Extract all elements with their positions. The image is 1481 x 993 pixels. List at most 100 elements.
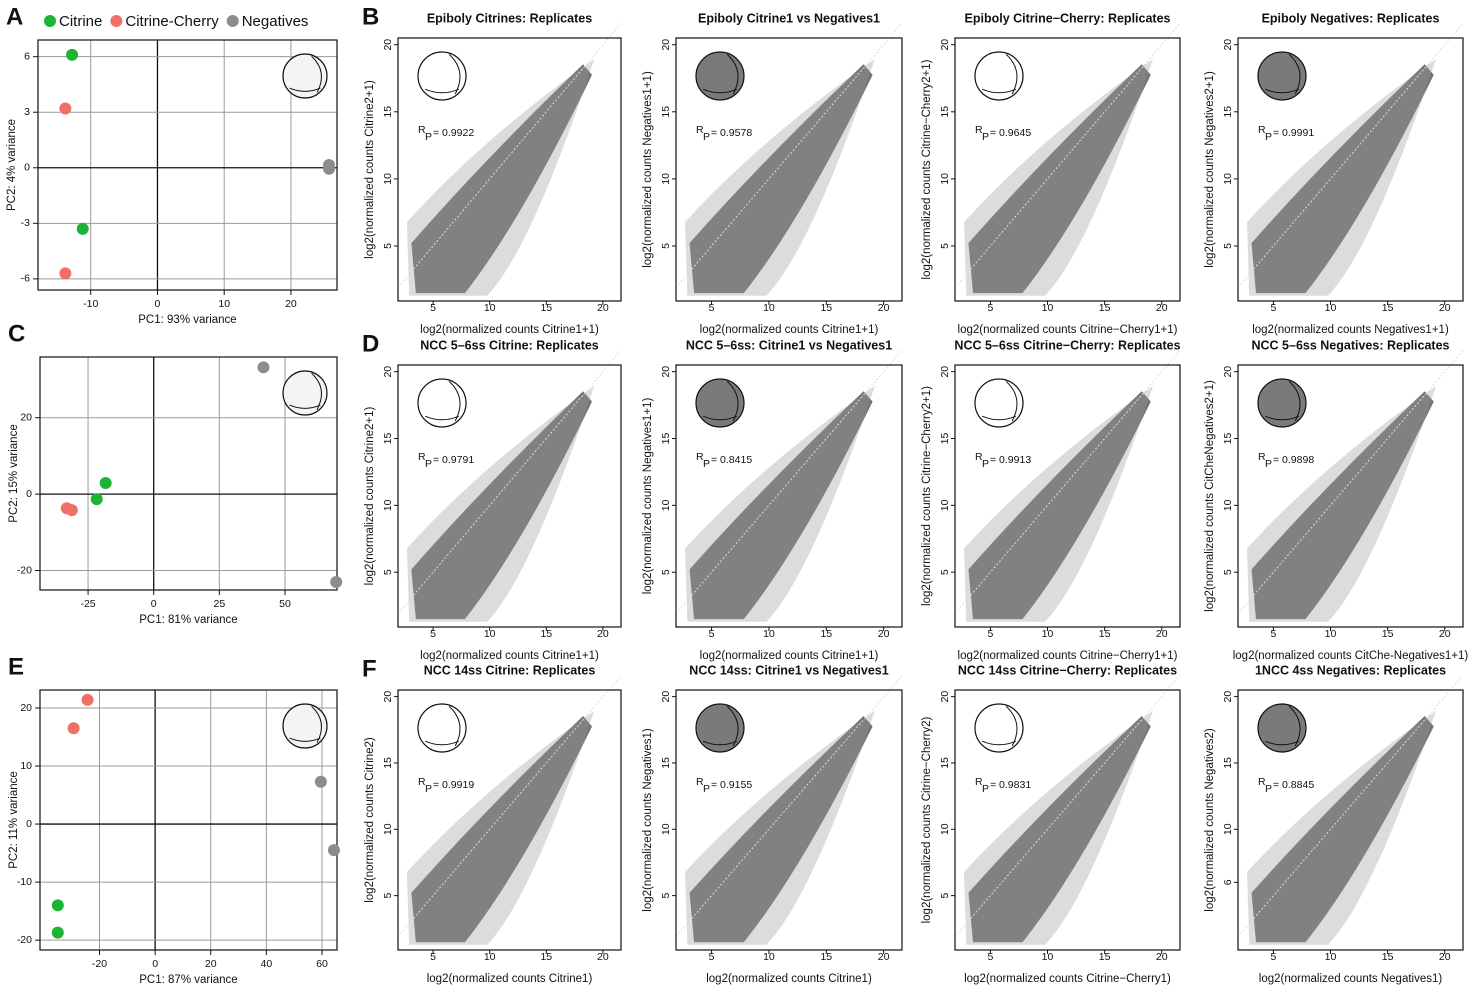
r-subscript: P (982, 458, 989, 470)
x-tick-label: 15 (540, 628, 552, 640)
embryo-detail (1288, 381, 1301, 422)
x-tick-label: 0 (151, 598, 157, 610)
x-tick-label: 20 (1156, 628, 1168, 640)
x-tick-label: 20 (285, 298, 297, 310)
x-tick-label: 15 (1099, 628, 1111, 640)
embryo-icon (695, 703, 745, 753)
y-axis-label: log2(normalized counts Negatives1+1) (642, 71, 654, 268)
y-tick-label: 5 (382, 243, 394, 249)
embryo-icon (974, 703, 1024, 753)
y-tick-label: 20 (382, 691, 394, 703)
r-value: = 0.9831 (990, 779, 1031, 791)
chart-title: NCC 5–6ss Citrine: Replicates (420, 338, 599, 352)
density-halo (406, 710, 595, 945)
x-tick-label: 15 (820, 951, 832, 963)
r-symbol: R (975, 124, 983, 136)
identity-line (397, 349, 622, 614)
x-tick-label: 5 (987, 628, 993, 640)
embryo-detail (982, 415, 1016, 421)
y-tick-label: 20 (1222, 39, 1234, 51)
x-tick-label: 0 (155, 298, 161, 310)
embryo-detail (448, 706, 461, 747)
y-tick-label: 10 (660, 173, 672, 185)
density-halo (406, 59, 595, 296)
x-tick-label: 10 (1325, 302, 1337, 314)
r-symbol: R (418, 776, 426, 788)
x-tick-label: 10 (218, 298, 230, 310)
x-tick-label: 0 (152, 958, 158, 970)
density-cloud (968, 391, 1151, 620)
panel-letter: C (8, 320, 25, 347)
identity-line (1237, 22, 1464, 288)
y-tick-label: 10 (939, 173, 951, 185)
x-tick-label: 20 (597, 951, 609, 963)
x-tick-label: 10 (1325, 951, 1337, 963)
chart-title: NCC 5–6ss Negatives: Replicates (1251, 338, 1449, 352)
point (314, 775, 327, 788)
density-cloud (1251, 64, 1434, 294)
r-subscript: P (1265, 131, 1272, 143)
embryo-outline (417, 378, 467, 428)
x-tick-label: -20 (92, 958, 107, 970)
embryo-outline (1257, 378, 1307, 428)
embryo-outline (282, 370, 328, 416)
embryo-icon (974, 51, 1024, 101)
point (65, 504, 78, 517)
density-halo (685, 710, 875, 945)
x-axis-label: log2(normalized counts Citrine−Cherry1) (964, 973, 1171, 985)
r-value: = 0.8845 (1273, 779, 1314, 791)
x-tick-label: 5 (430, 951, 436, 963)
embryo-detail (311, 705, 322, 743)
panel-letter: B (362, 3, 379, 30)
density-cloud (689, 64, 873, 294)
point (99, 477, 112, 490)
embryo-detail (311, 55, 322, 93)
y-tick-label: 20 (939, 366, 951, 378)
identity-line (1237, 675, 1464, 938)
x-tick-label: 20 (1439, 951, 1451, 963)
x-tick-label: 10 (484, 302, 496, 314)
chart-title: NCC 14ss Citrine−Cherry: Replicates (958, 663, 1177, 677)
embryo-detail (1265, 415, 1299, 421)
density-halo (964, 59, 1153, 296)
density-cloud (1251, 716, 1434, 943)
r-subscript: P (1265, 783, 1272, 795)
r-symbol: R (418, 124, 426, 136)
r-value: = 0.9578 (711, 127, 752, 139)
chart-title: NCC 14ss: Citrine1 vs Negatives1 (689, 663, 888, 677)
density-halo (1247, 710, 1436, 945)
density-cloud (689, 391, 873, 620)
y-tick-label: 20 (660, 39, 672, 51)
identity-line (675, 675, 903, 938)
chart-title: Epiboly Negatives: Replicates (1262, 11, 1440, 25)
x-tick-label: -10 (83, 298, 98, 310)
x-tick-label: 15 (820, 628, 832, 640)
r-value: = 0.9645 (990, 127, 1031, 139)
embryo-icon (695, 378, 745, 428)
x-axis-label: PC1: 81% variance (139, 614, 237, 626)
density-halo (685, 59, 875, 296)
r-value: = 0.9913 (990, 454, 1031, 466)
embryo-icon (282, 703, 328, 749)
point (257, 361, 270, 374)
plot-frame (397, 37, 622, 302)
embryo-detail (726, 381, 739, 422)
embryo-outline (974, 51, 1024, 101)
r-value: = 0.9155 (711, 779, 752, 791)
x-tick-label: 20 (1156, 951, 1168, 963)
identity-line (954, 349, 1181, 614)
legend-label: Negatives (242, 13, 309, 30)
legend-swatch (110, 15, 123, 27)
x-tick-label: 10 (484, 628, 496, 640)
embryo-outline (282, 53, 328, 99)
x-tick-label: 10 (1042, 951, 1054, 963)
identity-line (675, 22, 903, 288)
x-axis-label: log2(normalized counts Citrine1+1) (420, 324, 599, 336)
y-tick-label: 10 (939, 499, 951, 511)
y-axis-label: log2(normalized counts Negatives2) (1204, 728, 1216, 912)
point (59, 102, 72, 115)
embryo-icon (282, 53, 328, 99)
r-symbol: R (1258, 776, 1266, 788)
r-symbol: R (975, 776, 983, 788)
y-axis-label: log2(normalized counts Citrine2) (364, 737, 376, 903)
